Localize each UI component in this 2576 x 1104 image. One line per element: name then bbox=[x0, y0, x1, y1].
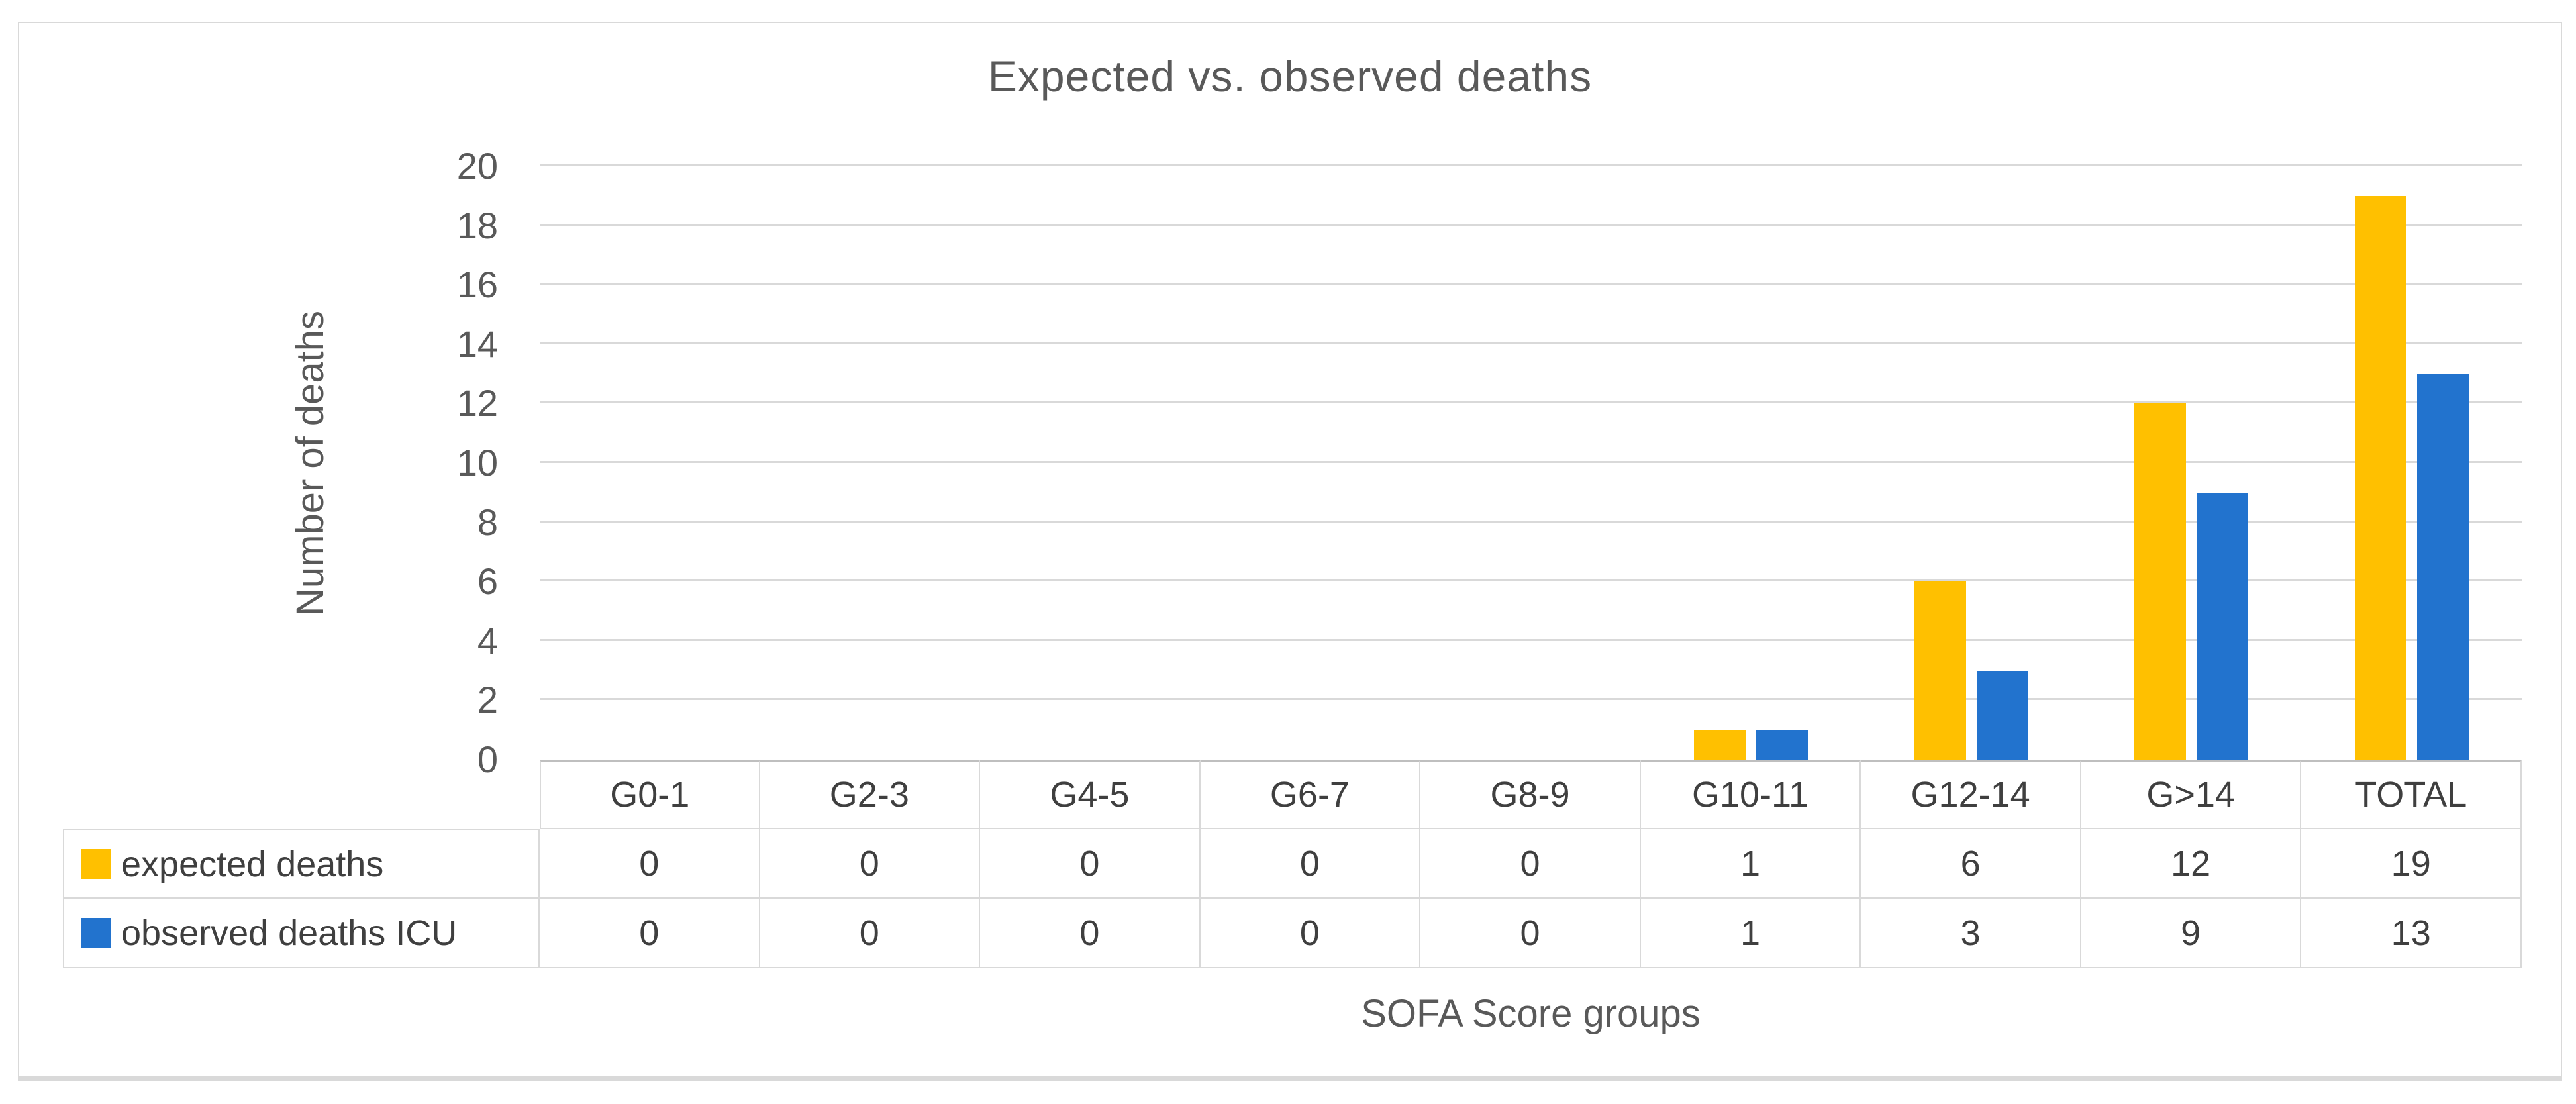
bar-expected-deaths-G10-11 bbox=[1694, 730, 1746, 760]
table-row-legend-cell: observed deaths ICU bbox=[63, 899, 540, 968]
gridline bbox=[540, 401, 2522, 404]
plot-area bbox=[540, 164, 2522, 760]
gridline bbox=[540, 283, 2522, 285]
bar-expected-deaths-G14 bbox=[2134, 403, 2187, 760]
table-corner-cell bbox=[63, 760, 540, 829]
table-header-cell: G0-1 bbox=[540, 760, 760, 829]
table-header-cell: G12-14 bbox=[1861, 760, 2081, 829]
table-value-cell: 0 bbox=[760, 899, 981, 968]
table-value-cell: 0 bbox=[540, 829, 760, 899]
gridline bbox=[540, 223, 2522, 226]
gridline bbox=[540, 461, 2522, 463]
legend-series-label: observed deaths ICU bbox=[121, 913, 458, 953]
y-tick-label: 0 bbox=[477, 738, 498, 780]
table-value-cell: 0 bbox=[1200, 899, 1421, 968]
table-row-legend-cell: expected deaths bbox=[63, 829, 540, 899]
bar-observed-deaths-ICU-TOTAL bbox=[2416, 374, 2469, 760]
y-axis-ticks: 0 2 4 6 8 10 12 14 16 18 20 bbox=[19, 148, 498, 778]
table-value-cell: 12 bbox=[2081, 829, 2302, 899]
bar-expected-deaths-G12-14 bbox=[1914, 581, 1966, 760]
gridline bbox=[540, 638, 2522, 641]
legend-swatch-icon bbox=[81, 848, 111, 879]
table-value-cell: 0 bbox=[980, 899, 1201, 968]
gridline bbox=[540, 579, 2522, 582]
legend-series-label: expected deaths bbox=[121, 844, 384, 884]
y-tick-label: 4 bbox=[477, 619, 498, 662]
table-value-cell: 0 bbox=[980, 829, 1201, 899]
table-value-cell: 0 bbox=[1200, 829, 1421, 899]
table-header-cell: G4-5 bbox=[980, 760, 1201, 829]
table-value-cell: 6 bbox=[1861, 829, 2081, 899]
y-tick-label: 12 bbox=[456, 382, 498, 425]
table-value-cell: 1 bbox=[1640, 829, 1861, 899]
y-tick-label: 10 bbox=[456, 442, 498, 483]
table-value-cell: 0 bbox=[1420, 829, 1641, 899]
table-value-cell: 3 bbox=[1861, 899, 2081, 968]
bar-observed-deaths-ICU-G14 bbox=[2197, 492, 2249, 760]
y-tick-label: 20 bbox=[456, 145, 498, 187]
table-value-cell: 0 bbox=[1420, 899, 1641, 968]
legend-swatch-icon bbox=[81, 917, 111, 948]
chart-frame: Expected vs. observed deaths Number of d… bbox=[18, 22, 2562, 1081]
x-axis-title: SOFA Score groups bbox=[1361, 992, 1701, 1035]
bar-observed-deaths-ICU-G12-14 bbox=[1976, 670, 2028, 760]
table-header-cell: G6-7 bbox=[1200, 760, 1421, 829]
y-tick-label: 16 bbox=[456, 264, 498, 306]
gridline bbox=[540, 520, 2522, 523]
gridline bbox=[540, 342, 2522, 344]
table-header-cell: G>14 bbox=[2081, 760, 2302, 829]
y-tick-label: 2 bbox=[477, 679, 498, 721]
table-value-cell: 0 bbox=[760, 829, 981, 899]
y-tick-label: 14 bbox=[456, 323, 498, 365]
table-header-cell: G8-9 bbox=[1420, 760, 1641, 829]
gridline bbox=[540, 164, 2522, 166]
bar-observed-deaths-ICU-G10-11 bbox=[1756, 730, 1808, 760]
table-value-cell: 9 bbox=[2081, 899, 2302, 968]
chart-data-table: G0-1 G2-3 G4-5 G6-7 G8-9 G10-11 G12-14 G>14 TOTA… bbox=[63, 760, 2522, 968]
y-tick-label: 18 bbox=[456, 204, 498, 246]
table-value-cell: 19 bbox=[2301, 829, 2522, 899]
table-header-cell: G2-3 bbox=[760, 760, 981, 829]
table-value-cell: 1 bbox=[1640, 899, 1861, 968]
chart-title: Expected vs. observed deaths bbox=[987, 52, 1593, 101]
table-header-cell: G10-11 bbox=[1640, 760, 1861, 829]
bar-expected-deaths-TOTAL bbox=[2354, 195, 2406, 760]
table-value-cell: 0 bbox=[540, 899, 760, 968]
table-value-cell: 13 bbox=[2301, 899, 2522, 968]
table-header-cell: TOTAL bbox=[2301, 760, 2522, 829]
y-tick-label: 6 bbox=[477, 560, 498, 603]
gridline bbox=[540, 698, 2522, 701]
y-tick-label: 8 bbox=[477, 501, 498, 543]
